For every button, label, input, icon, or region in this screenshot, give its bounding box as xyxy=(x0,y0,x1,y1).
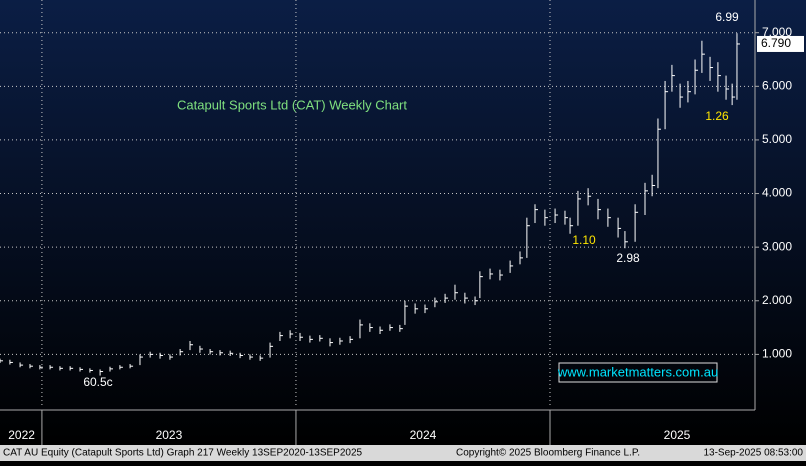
y-tick-label: 7.000 xyxy=(762,25,792,39)
y-tick-label: 6.000 xyxy=(762,78,792,92)
annotation: 2.98 xyxy=(616,251,640,265)
y-tick-label: 1.000 xyxy=(762,347,792,361)
last-price-box xyxy=(757,35,804,52)
x-tick-label: 2023 xyxy=(156,428,183,442)
y-tick-label: 2.000 xyxy=(762,293,792,307)
last-price-label: 6.790 xyxy=(761,36,791,50)
y-tick-label: 4.000 xyxy=(762,186,792,200)
annotation: 1.10 xyxy=(572,233,596,247)
watermark: www.marketmatters.com.au xyxy=(557,364,718,379)
annotation: 1.26 xyxy=(705,109,729,123)
x-tick-label: 2022 xyxy=(8,428,35,442)
footer-left: CAT AU Equity (Catapult Sports Ltd) Grap… xyxy=(3,448,363,459)
watermark-box xyxy=(558,362,718,383)
annotation: 60.5c xyxy=(83,375,112,389)
footer-center: Copyright© 2025 Bloomberg Finance L.P. xyxy=(456,448,640,459)
y-tick-label: 5.000 xyxy=(762,132,792,146)
footer-bar xyxy=(0,445,806,461)
chart-title: Catapult Sports Ltd (CAT) Weekly Chart xyxy=(177,97,407,112)
y-tick-label: 3.000 xyxy=(762,239,792,253)
footer-right: 13-Sep-2025 08:53:00 xyxy=(703,448,803,459)
annotation: 6.99 xyxy=(715,10,739,24)
x-tick-label: 2025 xyxy=(664,428,691,442)
x-tick-label: 2024 xyxy=(410,428,437,442)
